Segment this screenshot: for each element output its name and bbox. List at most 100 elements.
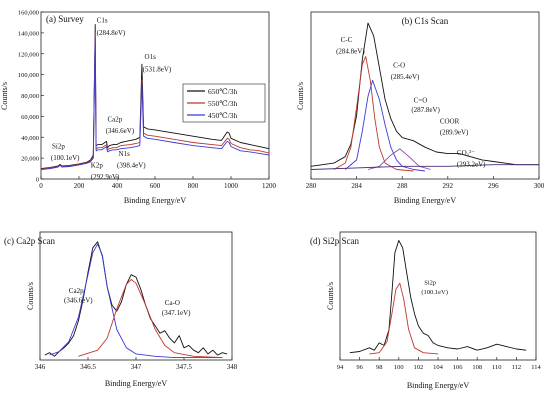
x-tick-label: 112 xyxy=(512,364,522,371)
x-tick-label: 346 xyxy=(35,363,46,371)
c1s-fit-line-1 xyxy=(333,56,414,172)
survey-panel: (a) Survey Binding Energy/eV Counts/s 0 2… xyxy=(0,10,277,206)
c1s-ylabel: Counts/s xyxy=(296,82,305,110)
si2p-xlabel: Binding Energy/eV xyxy=(407,381,470,390)
survey-annotation: C1s xyxy=(97,16,108,24)
survey-series-line-2 xyxy=(40,36,270,171)
c1s-annotation: (285.4eV) xyxy=(391,73,420,81)
x-tick-label: 400 xyxy=(112,182,123,190)
x-tick-label: 102 xyxy=(414,364,424,371)
si2p-ylabel: Counts/s xyxy=(326,282,335,310)
y-tick-label: 120,000 xyxy=(18,51,39,58)
survey-annotation: Ca2p xyxy=(108,116,123,124)
x-tick-label: 94 xyxy=(337,364,344,371)
x-tick-label: 108 xyxy=(472,364,482,371)
c1s-annotation: (289.9eV) xyxy=(440,128,469,136)
si2p-envelope-line-0 xyxy=(349,240,527,354)
x-tick-label: 346.5 xyxy=(80,363,96,371)
x-tick-label: 1200 xyxy=(262,182,277,190)
c1s-title: (b) C1s Scan xyxy=(402,16,449,26)
ca2p-xlabel: Binding Energy/eV xyxy=(105,379,168,388)
y-tick-label: 140,000 xyxy=(18,30,39,37)
c1s-annotation: C-O xyxy=(393,62,405,70)
survey-annotation: (284.8eV) xyxy=(97,29,126,37)
x-tick-label: 200 xyxy=(74,182,85,190)
c1s-fit-line-2 xyxy=(344,79,426,172)
c1s-annotation: C=O xyxy=(414,97,428,105)
ca2p-title: (c) Ca2p Scan xyxy=(4,236,55,246)
x-tick-label: 288 xyxy=(397,182,408,190)
survey-series xyxy=(40,24,270,171)
ca2p-fit-line-1 xyxy=(49,243,223,359)
x-tick-label: 347 xyxy=(131,363,142,371)
y-tick-label: 40,000 xyxy=(21,135,39,142)
x-tick-label: 800 xyxy=(188,182,199,190)
survey-annotation: Si2p xyxy=(52,143,65,151)
ca2p-panel: (c) Ca2p Scan Binding Energy/eV Counts/s… xyxy=(4,231,238,388)
x-tick-label: 114 xyxy=(531,364,541,371)
si2p-panel: (d) Si2p Scan Binding Energy/eV Counts/s… xyxy=(310,231,542,390)
survey-ylabel: Counts/s xyxy=(0,82,9,110)
c1s-annotation: C-C xyxy=(341,36,353,44)
y-tick-label: 160,000 xyxy=(18,10,39,17)
survey-xlabel: Binding Energy/eV xyxy=(124,196,187,205)
c1s-annotation: COOR xyxy=(440,117,460,125)
survey-annotations: C1s (284.8eV) O1s (531.8eV) Ca2p (346.6eV) Si2… xyxy=(51,16,172,181)
survey-annotation: (398.4eV) xyxy=(117,162,146,170)
c1s-annotation: (287.8eV) xyxy=(411,106,440,114)
ca2p-fit-line-2 xyxy=(78,279,223,359)
c1s-annotation: CO₃²⁻ xyxy=(457,149,475,157)
survey-legend: 650℃/3h 550℃/3h 450℃/3h xyxy=(182,83,266,123)
c1s-envelope-line-0 xyxy=(310,22,539,167)
si2p-fit-line-1 xyxy=(369,282,439,355)
survey-annotation: (346.6eV) xyxy=(106,127,135,135)
survey-annotation: (292.9eV) xyxy=(91,173,120,181)
x-tick-label: 300 xyxy=(534,182,545,190)
si2p-axis-ticks: 94 96 98 100 102 104 106 108 110 112 114 xyxy=(337,357,542,371)
si2p-curves xyxy=(349,240,527,355)
c1s-annotation: (284.8eV) xyxy=(336,47,365,55)
y-tick-label: 20,000 xyxy=(21,156,39,163)
si2p-annotations: Si2p (100.1eV) xyxy=(421,279,448,296)
ca2p-annotation: Ca2p xyxy=(69,287,84,295)
x-tick-label: 0 xyxy=(39,182,43,190)
legend-550-label: 550℃/3h xyxy=(208,99,237,108)
y-tick-label: 100,000 xyxy=(18,72,39,79)
x-tick-label: 347.5 xyxy=(176,363,192,371)
c1s-plot-frame xyxy=(310,11,540,180)
ca2p-annotations: Ca2p (346.6eV) Ca-O (347.1eV) xyxy=(64,287,191,317)
x-tick-label: 98 xyxy=(376,364,383,371)
x-tick-label: 600 xyxy=(150,182,161,190)
ca2p-curves xyxy=(44,241,228,359)
si2p-annotation: (100.1eV) xyxy=(421,289,448,296)
x-tick-label: 104 xyxy=(433,364,444,371)
x-tick-label: 292 xyxy=(443,182,454,190)
x-tick-label: 100 xyxy=(394,364,404,371)
si2p-annotation: Si2p xyxy=(424,279,436,286)
x-tick-label: 1000 xyxy=(224,182,239,190)
survey-annotation: N1s xyxy=(119,150,131,158)
survey-annotation: (100.1eV) xyxy=(51,154,80,162)
x-tick-label: 96 xyxy=(356,364,363,371)
ca2p-ylabel: Counts/s xyxy=(26,282,35,310)
ca2p-annotation: Ca-O xyxy=(165,299,180,307)
survey-title: (a) Survey xyxy=(46,14,84,24)
survey-annotation: (531.8eV) xyxy=(143,65,172,73)
si2p-title: (d) Si2p Scan xyxy=(310,236,359,246)
c1s-annotation: (293.2eV) xyxy=(457,160,486,168)
y-tick-label: 60,000 xyxy=(21,114,39,121)
survey-annotation: K2p xyxy=(91,162,104,170)
ca2p-annotation: (347.1eV) xyxy=(162,309,191,317)
ca2p-envelope-line-0 xyxy=(44,241,228,357)
x-tick-label: 284 xyxy=(351,182,362,190)
legend-650-label: 650℃/3h xyxy=(208,87,237,96)
x-tick-label: 110 xyxy=(492,364,502,371)
legend-450-label: 450℃/3h xyxy=(208,111,237,120)
survey-series-line-0 xyxy=(40,24,270,170)
survey-axis-ticks: 0 200 400 600 800 1000 1200 0 20,000 40,000 60,000… xyxy=(18,10,277,191)
c1s-annotations: C-C (284.8eV) C-O (285.4eV) C=O(287.8eV)COOR… xyxy=(336,36,486,168)
c1s-axis-ticks: 280 284 288 292 296 300 xyxy=(306,176,545,190)
survey-annotation: O1s xyxy=(145,53,157,61)
y-tick-label: 0 xyxy=(36,177,39,184)
